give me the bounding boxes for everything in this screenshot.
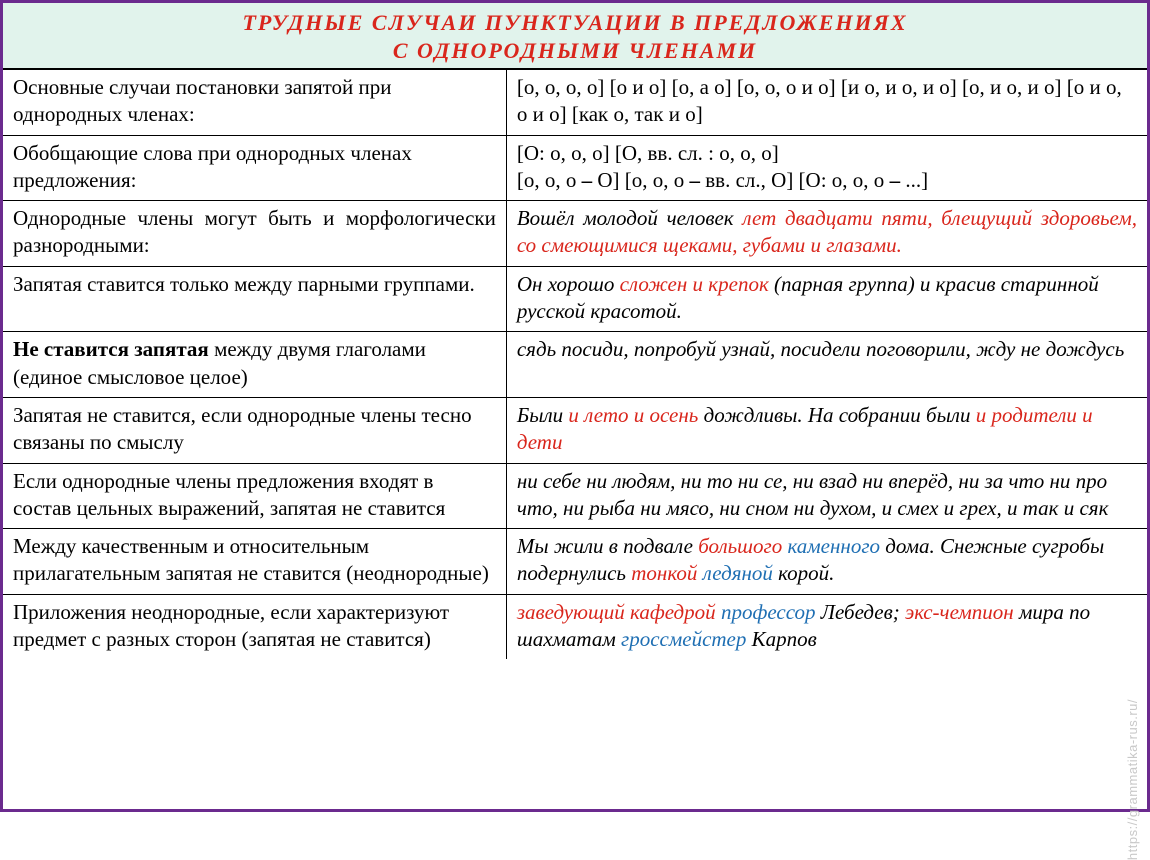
text-segment: Запятая не ставится, если однородные чле… bbox=[13, 403, 472, 454]
document-frame: ТРУДНЫЕ СЛУЧАИ ПУНКТУАЦИИ В ПРЕДЛОЖЕНИЯХ… bbox=[0, 0, 1150, 812]
text-segment: корой. bbox=[773, 561, 835, 585]
text-segment: Вошёл молодой человек bbox=[517, 206, 743, 230]
text-segment: Лебедев; bbox=[821, 600, 905, 624]
text-segment: сложен и крепок bbox=[620, 272, 769, 296]
text-segment: Основные случаи постановки запятой при о… bbox=[13, 75, 392, 126]
rule-description: Запятая ставится только между парными гр… bbox=[3, 266, 506, 332]
table-row: Обобщающие слова при однородных членах п… bbox=[3, 135, 1147, 201]
rule-description: Запятая не ставится, если однородные чле… bbox=[3, 397, 506, 463]
title-line-1: ТРУДНЫЕ СЛУЧАИ ПУНКТУАЦИИ В ПРЕДЛОЖЕНИЯХ bbox=[11, 9, 1139, 37]
text-segment: Однородные члены могут быть и морфологич… bbox=[13, 206, 496, 257]
rule-description: Если однородные члены предложения входят… bbox=[3, 463, 506, 529]
text-segment: профессор bbox=[721, 600, 821, 624]
text-segment: Мы жили в подвале bbox=[517, 534, 698, 558]
text-segment: большого bbox=[698, 534, 787, 558]
text-segment: [о, о, о bbox=[517, 168, 582, 192]
text-segment: ...] bbox=[900, 168, 928, 192]
rule-example: ни себе ни людям, ни то ни се, ни взад н… bbox=[506, 463, 1147, 529]
text-segment: каменного bbox=[787, 534, 880, 558]
rule-example: Мы жили в подвале большого каменного дом… bbox=[506, 529, 1147, 595]
text-segment: – bbox=[582, 168, 593, 192]
text-segment: экс-чемпион bbox=[905, 600, 1019, 624]
table-row: Запятая не ставится, если однородные чле… bbox=[3, 397, 1147, 463]
document-title: ТРУДНЫЕ СЛУЧАИ ПУНКТУАЦИИ В ПРЕДЛОЖЕНИЯХ… bbox=[3, 3, 1147, 69]
text-segment: ледяной bbox=[703, 561, 773, 585]
rule-description: Между качественным и относительным прила… bbox=[3, 529, 506, 595]
text-segment: Приложения неоднородные, если характериз… bbox=[13, 600, 449, 651]
rule-description: Основные случаи постановки запятой при о… bbox=[3, 70, 506, 136]
table-row: Если однородные члены предложения входят… bbox=[3, 463, 1147, 529]
text-segment: дождливы. На собрании были bbox=[698, 403, 975, 427]
watermark-url: https://grammatika-rus.ru/ bbox=[1125, 699, 1140, 860]
table-row: Однородные члены могут быть и морфологич… bbox=[3, 201, 1147, 267]
text-segment: Он хорошо bbox=[517, 272, 620, 296]
text-segment: и лето и осень bbox=[568, 403, 698, 427]
table-row: Приложения неоднородные, если характериз… bbox=[3, 594, 1147, 659]
rule-example: [О: о, о, о] [О, вв. сл. : о, о, о] [о, о… bbox=[506, 135, 1147, 201]
text-segment: сядь посиди, попробуй узнай, посидели по… bbox=[517, 337, 1124, 361]
rule-example: Вошёл молодой человек лет двадцати пяти,… bbox=[506, 201, 1147, 267]
rule-example: сядь посиди, попробуй узнай, посидели по… bbox=[506, 332, 1147, 398]
table-row: Основные случаи постановки запятой при о… bbox=[3, 70, 1147, 136]
text-segment: вв. сл., О] [О: о, о, о bbox=[700, 168, 890, 192]
text-segment: Карпов bbox=[746, 627, 816, 651]
table-row: Запятая ставится только между парными гр… bbox=[3, 266, 1147, 332]
rule-description: Обобщающие слова при однородных членах п… bbox=[3, 135, 506, 201]
text-segment: гроссмейстер bbox=[621, 627, 746, 651]
text-segment: Между качественным и относительным прила… bbox=[13, 534, 489, 585]
text-segment: О] [о, о, о bbox=[592, 168, 689, 192]
text-segment: Не ставится запятая bbox=[13, 337, 209, 361]
text-segment: Запятая ставится только между парными гр… bbox=[13, 272, 475, 296]
text-segment: заведующий кафедрой bbox=[517, 600, 721, 624]
text-segment: Были bbox=[517, 403, 569, 427]
rule-description: Приложения неоднородные, если характериз… bbox=[3, 594, 506, 659]
rule-example: Были и лето и осень дождливы. На собрани… bbox=[506, 397, 1147, 463]
text-segment: тонкой bbox=[631, 561, 697, 585]
text-segment: – bbox=[890, 168, 901, 192]
text-segment: Если однородные члены предложения входят… bbox=[13, 469, 445, 520]
rules-table: Основные случаи постановки запятой при о… bbox=[3, 69, 1147, 659]
text-segment: ни себе ни людям, ни то ни се, ни взад н… bbox=[517, 469, 1109, 520]
table-row: Не ставится запятая между двумя глаголам… bbox=[3, 332, 1147, 398]
text-segment: – bbox=[690, 168, 701, 192]
rule-example: заведующий кафедрой профессор Лебедев; э… bbox=[506, 594, 1147, 659]
rule-description: Однородные члены могут быть и морфологич… bbox=[3, 201, 506, 267]
title-line-2: С ОДНОРОДНЫМИ ЧЛЕНАМИ bbox=[11, 37, 1139, 65]
rule-example: [о, о, о, о] [о и о] [о, а о] [о, о, о и… bbox=[506, 70, 1147, 136]
text-segment: [о, о, о, о] [о и о] [о, а о] [о, о, о и… bbox=[517, 75, 1122, 126]
text-segment: [О: о, о, о] [О, вв. сл. : о, о, о] bbox=[517, 141, 779, 165]
text-segment: Обобщающие слова при однородных членах п… bbox=[13, 141, 412, 192]
rule-description: Не ставится запятая между двумя глаголам… bbox=[3, 332, 506, 398]
rule-example: Он хорошо сложен и крепок (парная группа… bbox=[506, 266, 1147, 332]
table-row: Между качественным и относительным прила… bbox=[3, 529, 1147, 595]
